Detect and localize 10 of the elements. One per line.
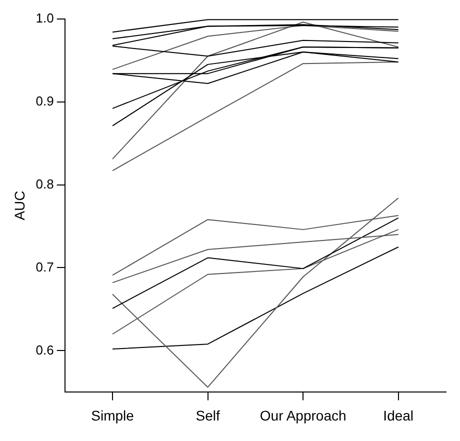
x-tick-label: Ideal (383, 407, 414, 424)
y-tick-label: 0.8 (36, 176, 54, 192)
x-tick-label: Simple (91, 407, 134, 424)
x-tick-label: Self (196, 407, 220, 424)
y-tick-label: 0.7 (36, 259, 54, 274)
y-axis-title: AUC (11, 190, 28, 220)
y-tick-label: 1.0 (36, 10, 54, 26)
x-tick-label: Our Approach (260, 407, 346, 424)
y-tick-label: 0.6 (36, 342, 54, 358)
y-tick-label: 0.9 (36, 93, 54, 108)
